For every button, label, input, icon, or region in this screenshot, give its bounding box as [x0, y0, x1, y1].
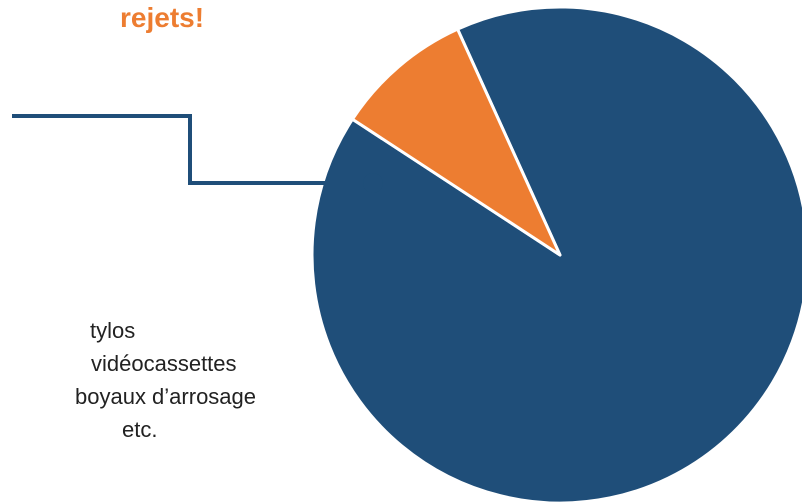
- pie-slices: [310, 5, 802, 503]
- heading-text: rejets!: [120, 2, 205, 33]
- leader-line: [12, 114, 373, 185]
- leader-dot: [363, 173, 383, 193]
- pie-slice-small: [350, 27, 562, 257]
- list-item: etc.: [122, 417, 158, 442]
- list-item: tylos: [90, 318, 136, 343]
- list-item: vidéocassettes: [91, 351, 237, 376]
- item-list: tylos vidéocassettes boyaux d’arrosage e…: [0, 314, 256, 446]
- pie-slice-large: [310, 5, 802, 503]
- list-item: boyaux d’arrosage: [75, 384, 257, 409]
